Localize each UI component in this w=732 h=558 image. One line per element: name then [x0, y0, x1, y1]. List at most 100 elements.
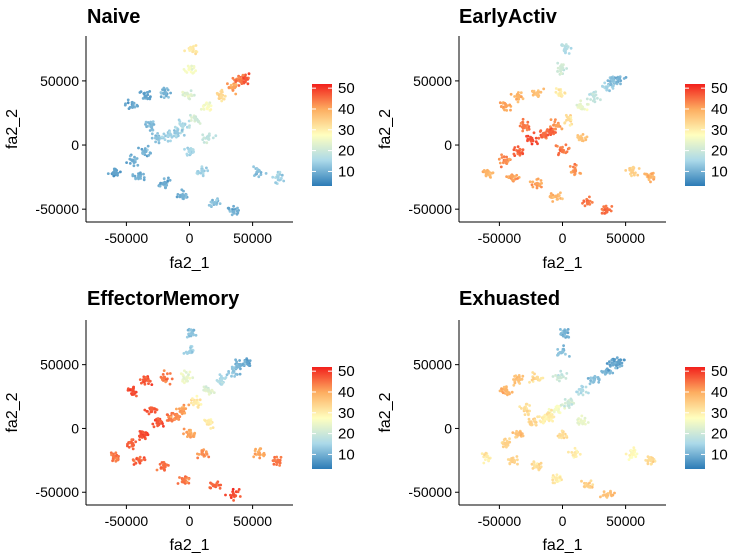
data-point — [562, 375, 565, 379]
data-point — [206, 388, 211, 393]
data-point — [137, 146, 140, 150]
data-point — [574, 455, 578, 458]
data-point — [554, 118, 557, 121]
data-point — [234, 83, 238, 86]
data-point — [180, 129, 184, 132]
data-point — [503, 388, 508, 393]
data-point — [229, 496, 233, 499]
data-point — [188, 376, 192, 380]
data-point — [597, 380, 601, 384]
data-point — [563, 331, 567, 335]
data-point — [604, 493, 609, 497]
data-point — [161, 422, 164, 426]
data-point — [194, 333, 198, 337]
data-point — [563, 406, 567, 410]
data-point — [546, 128, 549, 131]
data-point — [191, 376, 195, 380]
data-point — [611, 362, 615, 367]
data-point — [535, 186, 539, 190]
data-point — [275, 455, 279, 459]
data-point — [585, 97, 589, 101]
data-point — [568, 165, 572, 168]
data-point — [612, 84, 615, 88]
data-point — [516, 177, 519, 180]
data-point — [561, 197, 564, 201]
data-point — [567, 401, 571, 405]
data-point — [521, 97, 525, 101]
data-point — [585, 484, 590, 488]
data-point — [168, 382, 172, 386]
data-point — [585, 201, 590, 205]
data-point — [145, 409, 149, 413]
data-point — [175, 413, 179, 418]
data-point — [610, 358, 614, 362]
data-point — [521, 129, 525, 133]
data-point — [190, 68, 194, 71]
data-point — [557, 88, 561, 92]
data-point — [614, 366, 617, 370]
data-point — [579, 102, 582, 106]
data-point — [275, 463, 278, 466]
data-point — [652, 177, 655, 181]
data-point — [617, 360, 622, 364]
data-point — [579, 99, 583, 103]
data-point — [649, 180, 652, 184]
data-point — [187, 149, 192, 154]
data-point — [162, 375, 167, 380]
data-point — [619, 82, 622, 86]
data-point — [110, 453, 113, 457]
data-point — [137, 458, 141, 463]
data-point — [162, 181, 167, 186]
x-axis-label: fa2_1 — [169, 255, 209, 272]
data-point — [127, 107, 131, 110]
data-point — [204, 385, 208, 389]
data-point — [169, 139, 172, 143]
data-point — [142, 178, 146, 182]
data-point — [242, 81, 246, 85]
data-point — [532, 464, 536, 468]
point-cloud — [481, 43, 656, 215]
data-point — [512, 178, 515, 182]
data-point — [149, 120, 153, 124]
data-point — [551, 476, 555, 479]
data-point — [234, 372, 238, 376]
data-point — [276, 175, 280, 179]
data-point — [159, 419, 163, 423]
data-point — [551, 478, 555, 482]
data-point — [521, 148, 525, 152]
data-point — [162, 96, 166, 99]
data-point — [615, 356, 619, 360]
data-point — [540, 185, 543, 189]
data-point — [182, 432, 185, 436]
data-point — [237, 209, 241, 212]
data-point — [238, 372, 242, 376]
data-point — [111, 459, 114, 463]
data-point — [206, 104, 211, 109]
data-point — [168, 178, 172, 182]
data-point — [180, 188, 184, 192]
data-point — [135, 457, 139, 461]
data-point — [181, 124, 185, 128]
data-point — [532, 460, 536, 464]
data-point — [132, 101, 136, 105]
data-point — [230, 213, 234, 217]
data-point — [217, 483, 221, 487]
data-point — [229, 83, 233, 87]
data-point — [143, 433, 148, 437]
data-point — [569, 170, 573, 174]
x-tick-label: 50000 — [233, 230, 272, 246]
data-point — [191, 71, 195, 75]
data-point — [585, 135, 589, 139]
data-point — [531, 93, 535, 97]
data-point — [488, 171, 492, 174]
data-point — [206, 420, 211, 424]
data-point — [510, 175, 514, 179]
data-point — [634, 455, 638, 458]
data-point — [585, 102, 589, 106]
data-point — [231, 493, 236, 497]
data-point — [162, 132, 166, 136]
data-point — [179, 372, 183, 375]
data-point — [569, 397, 573, 401]
data-point — [526, 139, 529, 143]
